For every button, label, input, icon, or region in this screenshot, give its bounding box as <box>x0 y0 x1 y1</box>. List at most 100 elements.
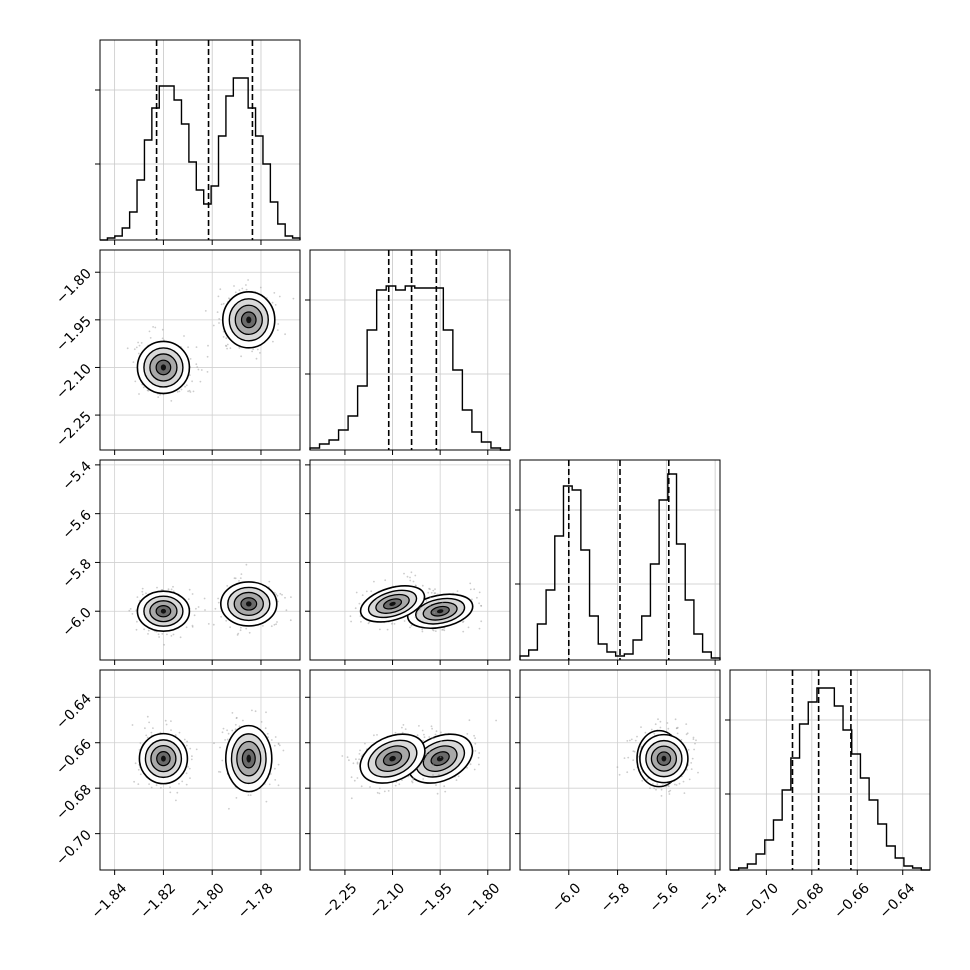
sample-point <box>421 729 424 732</box>
panel-frame <box>519 459 721 661</box>
sample-point <box>187 346 190 349</box>
sample-point <box>478 752 481 754</box>
sample-point <box>220 615 223 618</box>
sample-point <box>149 337 152 339</box>
panel-frame <box>99 669 301 871</box>
sample-point <box>267 736 269 739</box>
sample-point <box>274 304 277 306</box>
sample-point <box>290 596 292 598</box>
sample-point <box>401 779 403 781</box>
histogram-step <box>730 687 930 871</box>
sample-point <box>195 363 198 366</box>
sample-point <box>409 579 412 582</box>
sample-point <box>260 721 263 723</box>
sample-point <box>466 733 469 735</box>
sample-point <box>178 782 180 785</box>
panel-2-2 <box>515 459 721 665</box>
density-group <box>349 571 483 633</box>
sample-point <box>147 633 149 635</box>
sample-point <box>152 727 154 729</box>
sample-point <box>277 323 280 325</box>
sample-point <box>350 776 353 779</box>
sample-point <box>191 593 194 595</box>
sample-point <box>373 734 375 737</box>
sample-point <box>683 792 686 794</box>
sample-point <box>245 563 248 566</box>
sample-point <box>437 599 440 602</box>
sample-point <box>401 731 404 734</box>
sample-point <box>668 793 671 795</box>
sample-point <box>675 784 678 786</box>
y-tick-label: −5.8 <box>59 556 94 591</box>
sample-point <box>289 619 292 622</box>
sample-point <box>259 286 262 289</box>
sample-point <box>206 371 209 373</box>
panel-2-1 <box>305 459 511 665</box>
sample-point <box>186 740 189 743</box>
sample-point <box>160 589 163 591</box>
sample-point <box>350 797 353 800</box>
sample-point <box>457 775 460 778</box>
sample-point <box>272 340 274 343</box>
sample-point <box>190 758 193 761</box>
sample-point <box>222 727 225 730</box>
sample-point <box>226 738 229 741</box>
sample-point <box>170 720 172 722</box>
sample-point <box>148 330 151 333</box>
sample-point <box>652 783 654 785</box>
sample-point <box>224 739 227 741</box>
sample-point <box>245 627 248 630</box>
sample-point <box>185 384 188 387</box>
sample-point <box>228 807 230 810</box>
sample-point <box>284 596 286 599</box>
sample-point <box>360 785 363 788</box>
sample-point <box>682 780 685 783</box>
sample-point <box>466 766 468 769</box>
sample-point <box>401 726 403 729</box>
x-tick-label: −2.25 <box>319 880 361 922</box>
sample-point <box>192 390 195 393</box>
sample-point <box>269 773 272 775</box>
sample-point <box>176 391 179 393</box>
sample-point <box>416 734 419 737</box>
sample-point <box>655 788 657 791</box>
sample-point <box>156 586 158 589</box>
y-tick-label: −0.64 <box>53 691 95 733</box>
y-tick-label: −2.10 <box>53 361 95 403</box>
sample-point <box>468 719 471 722</box>
sample-point <box>623 757 626 759</box>
sample-point <box>274 736 277 738</box>
sample-point <box>189 777 191 779</box>
sample-point <box>495 719 497 722</box>
sample-point <box>273 623 276 626</box>
sample-point <box>270 625 273 628</box>
sample-point <box>219 288 222 291</box>
sample-point <box>662 784 664 786</box>
sample-point <box>410 624 413 627</box>
sample-point <box>353 779 356 782</box>
sample-point <box>135 628 138 631</box>
sample-point <box>667 784 669 787</box>
sample-point <box>251 709 253 712</box>
sample-point <box>653 787 656 790</box>
sample-point <box>140 342 143 344</box>
sample-point <box>443 629 446 632</box>
sample-point <box>379 628 381 631</box>
sample-point <box>129 608 132 610</box>
sample-point <box>278 295 281 298</box>
sample-point <box>414 616 417 618</box>
sample-point <box>176 791 179 794</box>
sample-point <box>188 588 191 591</box>
sample-point <box>195 748 198 751</box>
sample-point <box>424 607 426 609</box>
sample-point <box>170 400 173 402</box>
panel-0-0 <box>95 39 301 245</box>
sample-point <box>161 337 164 340</box>
sample-point <box>660 795 663 797</box>
y-tick-label: −5.4 <box>59 458 94 493</box>
sample-point <box>432 763 434 766</box>
sample-point <box>358 758 360 761</box>
histogram-step <box>100 77 301 241</box>
sample-point <box>430 766 433 769</box>
sample-point <box>219 771 222 773</box>
